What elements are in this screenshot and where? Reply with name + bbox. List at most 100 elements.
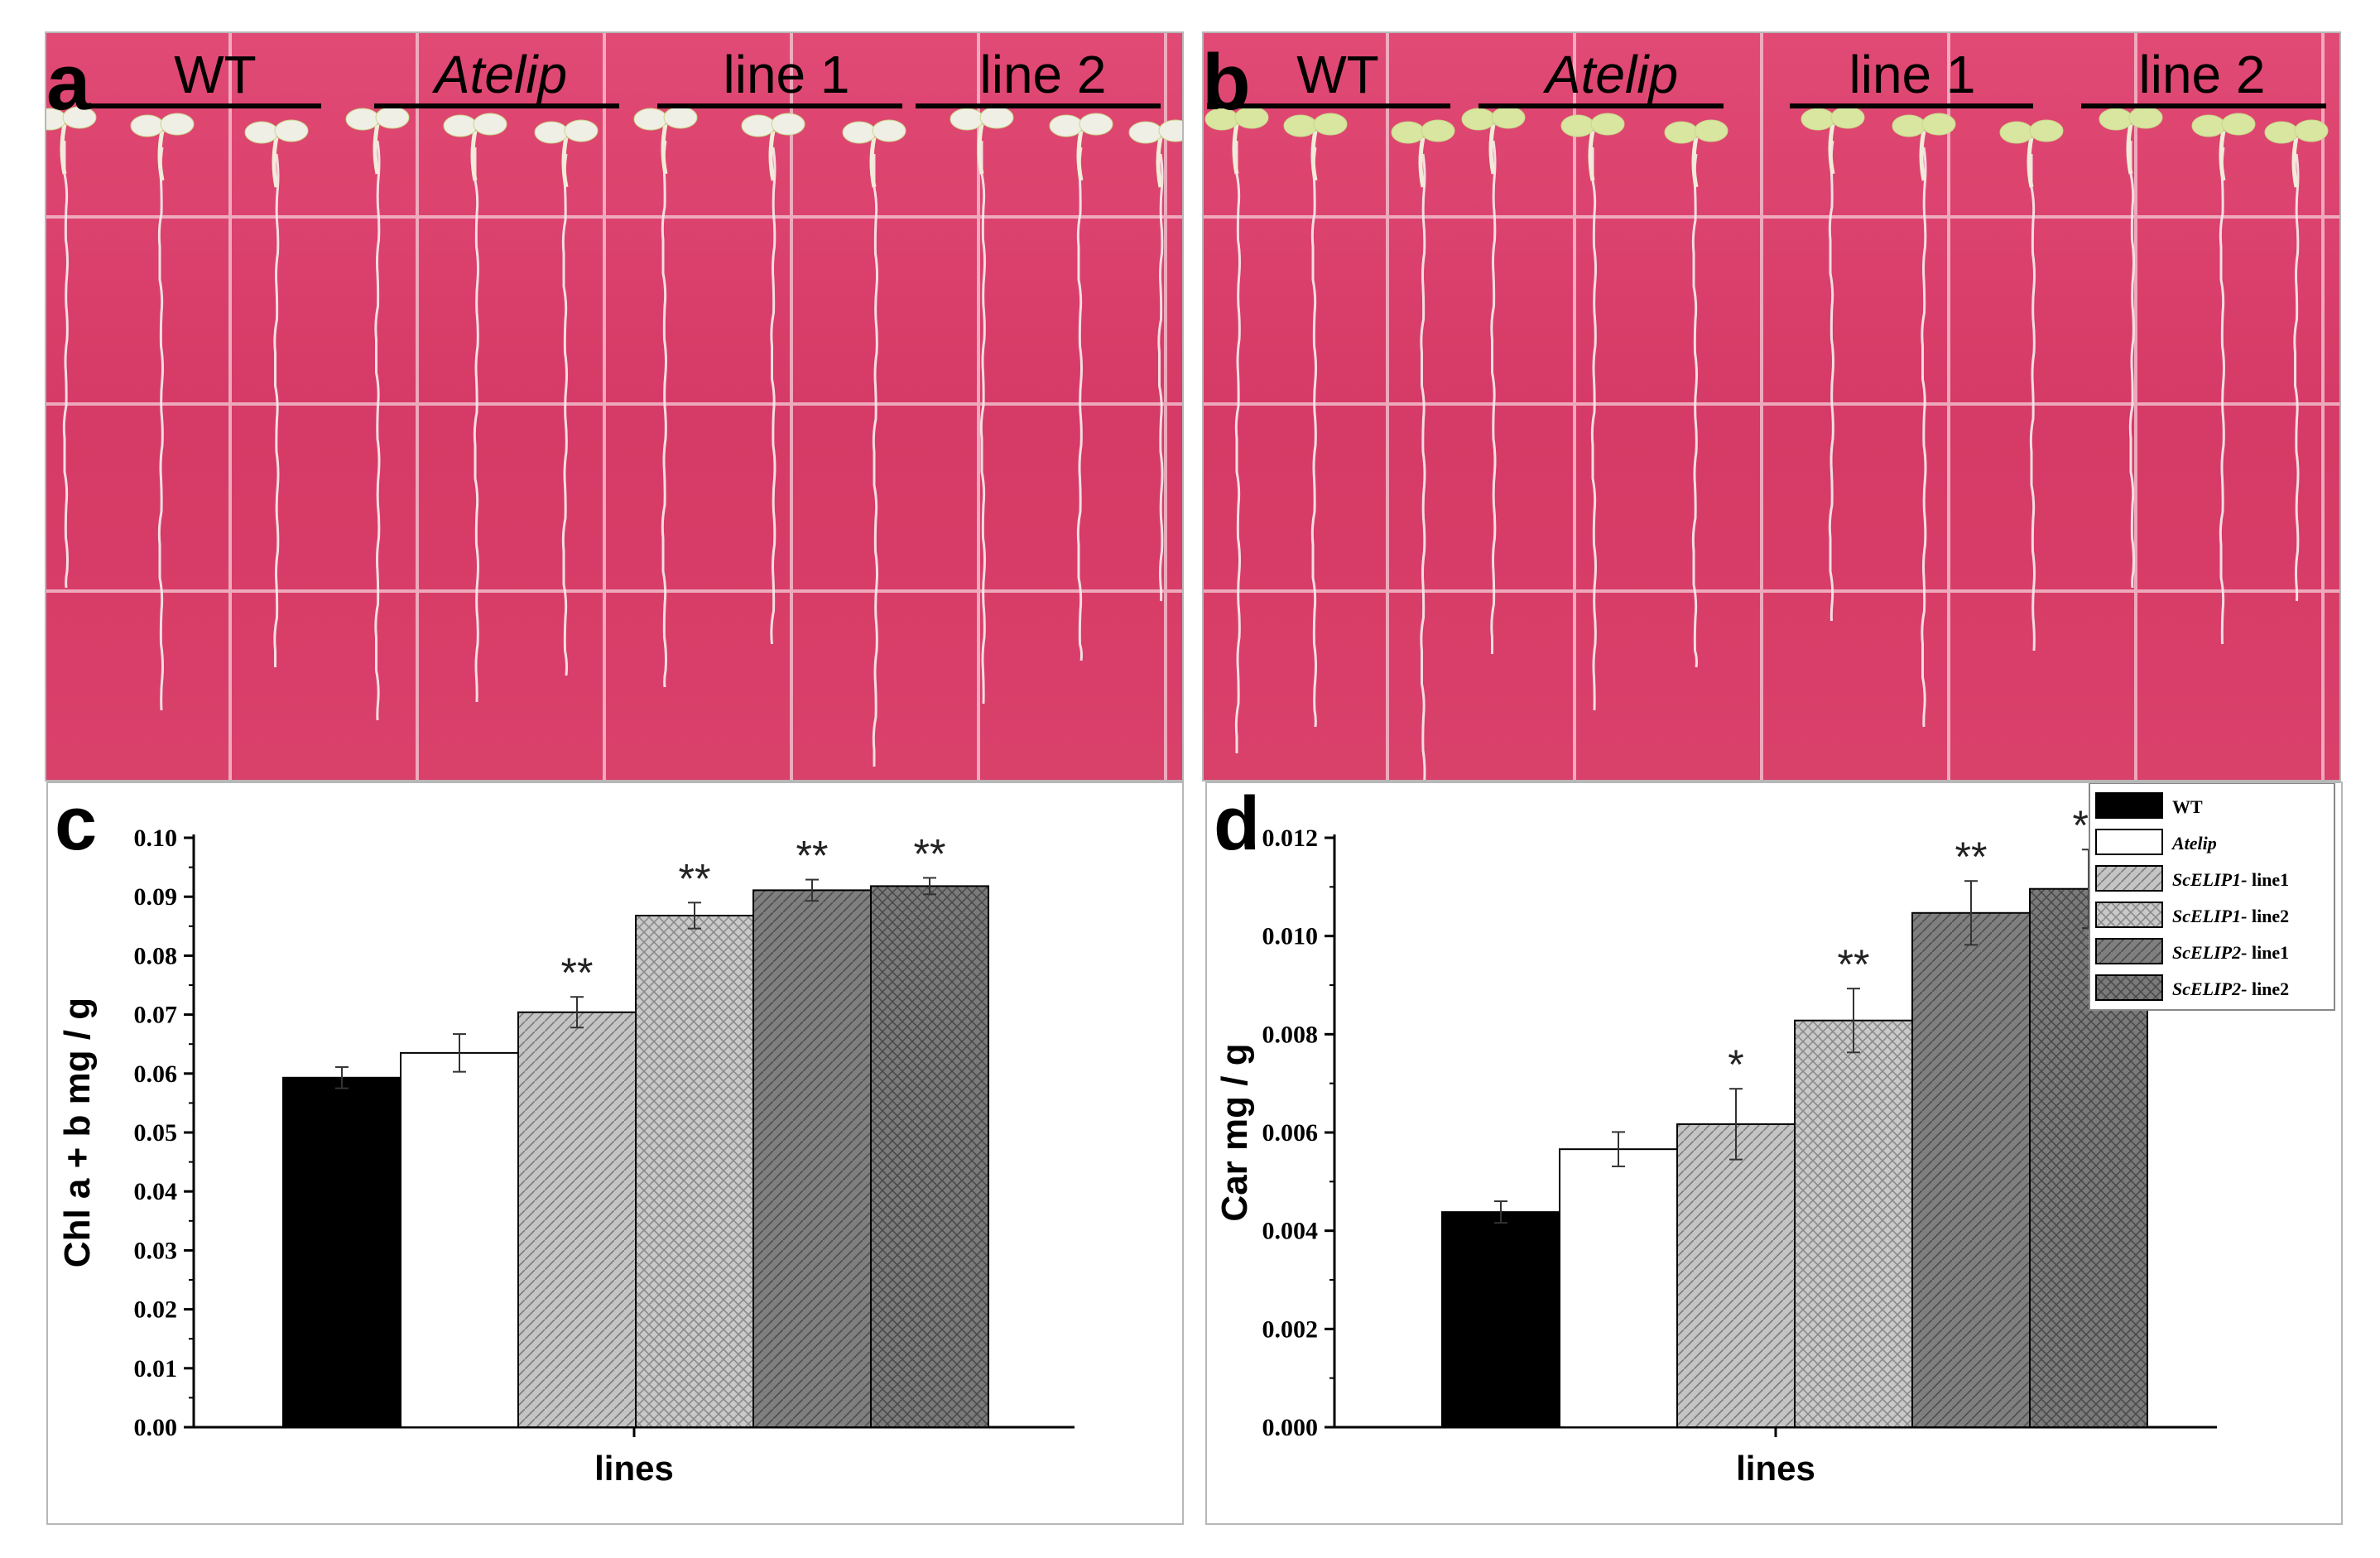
legend-swatch <box>2095 829 2163 855</box>
seedlings-a <box>46 106 1182 767</box>
seedling <box>1283 113 1348 728</box>
legend-label: WT <box>2172 796 2203 817</box>
bar-scelip1-line2 <box>635 914 754 1428</box>
seedling <box>534 119 599 676</box>
legend-label: ScELIP1- line2 <box>2172 906 2289 926</box>
seedling <box>1049 113 1113 661</box>
seedling <box>244 119 309 667</box>
group-label-b-line1: line 1 <box>1849 45 1976 104</box>
group-label-b-wt: WT <box>1296 45 1379 104</box>
legend-label: ScELIP2- line1 <box>2172 942 2289 963</box>
significance-label: ** <box>914 830 946 877</box>
y-tick-label: 0.06 <box>134 1060 178 1088</box>
seedling <box>741 113 805 645</box>
significance-label: ** <box>796 833 829 879</box>
bar-wt <box>1441 1211 1560 1428</box>
significance-label: ** <box>679 855 711 902</box>
group-label-a-line2: line 2 <box>979 45 1107 104</box>
legend-label: Atelip <box>2171 833 2217 854</box>
y-axis-label: Car mg / g <box>1214 1043 1255 1221</box>
seedling <box>130 113 195 711</box>
significance-label: ** <box>561 950 594 996</box>
seedling <box>345 106 410 721</box>
group-bars-b <box>1207 103 2326 108</box>
y-tick-label: 0.004 <box>1262 1218 1319 1245</box>
y-tick-label: 0.010 <box>1262 923 1319 950</box>
chart-frame-d: d 0.000 0.002 0.004 0.006 0.008 0.010 0.012 * ** *… <box>1205 781 2343 1525</box>
bar-scelip2-line1 <box>1911 911 2031 1428</box>
legend-swatch <box>2095 974 2163 1001</box>
legend-swatch <box>2095 865 2163 892</box>
seedling <box>443 113 507 703</box>
panel-letter-b: b <box>1202 38 1251 127</box>
bar-atelip <box>400 1051 519 1428</box>
significance-label: ** <box>1955 834 1988 880</box>
group-label-a-atelip: Atelip <box>434 45 568 104</box>
plate-a-image <box>46 33 1182 780</box>
photo-panel-a <box>45 31 1184 781</box>
y-tick-label: 0.002 <box>1262 1315 1319 1343</box>
seedling <box>950 106 1014 704</box>
panel-letter-a: a <box>46 38 91 127</box>
y-tick-label: 0.00 <box>134 1414 178 1441</box>
group-label-a-line1: line 1 <box>723 45 850 104</box>
photo-panel-b <box>1202 31 2341 781</box>
plate-b-image <box>1204 33 2339 780</box>
y-tick-label: 0.10 <box>134 825 178 852</box>
seedlings-b <box>1204 106 2329 780</box>
seedling <box>2099 106 2163 589</box>
y-tick-label: 0.05 <box>134 1119 178 1147</box>
seedling <box>1892 113 1956 728</box>
y-tick-label: 0.000 <box>1262 1414 1319 1441</box>
seedling <box>1391 119 1455 780</box>
y-tick-label: 0.012 <box>1262 825 1319 852</box>
chart-frame-c: c 0.00 0.01 0.02 0.03 0.04 0.05 0.06 0.07 0.08 0.0… <box>46 781 1184 1525</box>
seedling <box>633 106 698 688</box>
y-axis-label: Chl a + b mg / g <box>57 998 98 1267</box>
chart-d: d0.0000.0020.0040.0060.0080.0100.012****… <box>1214 783 2335 1488</box>
legend-swatch <box>2095 938 2163 964</box>
y-tick-label: 0.04 <box>134 1178 178 1205</box>
significance-label: ** <box>1838 941 1870 988</box>
y-tick-label: 0.07 <box>134 1002 178 1029</box>
seedling <box>1128 119 1182 602</box>
bar-wt <box>282 1076 401 1428</box>
x-axis-label: lines <box>594 1449 674 1488</box>
seedling <box>1999 119 2064 652</box>
seedling <box>842 119 906 767</box>
bar-scelip2-line1 <box>752 889 872 1429</box>
y-tick-label: 0.03 <box>134 1237 178 1264</box>
legend-label: ScELIP2- line2 <box>2172 979 2289 999</box>
legend: WT Atelip ScELIP1- line1 ScELIP1- line2 ScEL… <box>2089 783 2335 1011</box>
group-label-b-line2: line 2 <box>2138 45 2266 104</box>
bar-scelip2-line2 <box>870 885 989 1429</box>
panel-letter-d: d <box>1214 783 1260 866</box>
y-tick-label: 0.008 <box>1262 1021 1319 1048</box>
group-label-a-wt: WT <box>174 45 257 104</box>
seedling <box>1204 106 1269 753</box>
group-bars-a <box>79 103 1161 108</box>
significance-label: * <box>1728 1041 1743 1088</box>
seedling <box>2191 113 2256 645</box>
panel-letter-c: c <box>55 783 97 866</box>
seedling <box>1664 119 1729 668</box>
seedling <box>2264 119 2329 602</box>
seedling <box>46 106 97 589</box>
legend-swatch <box>2095 902 2163 928</box>
y-tick-label: 0.02 <box>134 1296 178 1324</box>
legend-label: ScELIP1- line1 <box>2172 869 2289 890</box>
bar-atelip <box>1559 1148 1678 1428</box>
seedling <box>1461 106 1526 654</box>
bar-scelip1-line2 <box>1794 1019 1913 1428</box>
legend-swatch <box>2095 792 2163 819</box>
bar-scelip1-line1 <box>1676 1123 1796 1428</box>
legend-box <box>2089 783 2335 1011</box>
y-tick-label: 0.08 <box>134 942 178 969</box>
bar-scelip1-line1 <box>517 1011 637 1428</box>
seedling <box>1801 106 1865 622</box>
x-axis-label: lines <box>1736 1449 1815 1488</box>
y-tick-label: 0.006 <box>1262 1119 1319 1147</box>
y-tick-label: 0.09 <box>134 883 178 911</box>
chart-c: c 0.00 0.01 0.02 0.03 0.04 0.05 0.06 0.07 0.08 0.0… <box>55 783 1075 1488</box>
y-tick-label: 0.01 <box>134 1355 178 1382</box>
